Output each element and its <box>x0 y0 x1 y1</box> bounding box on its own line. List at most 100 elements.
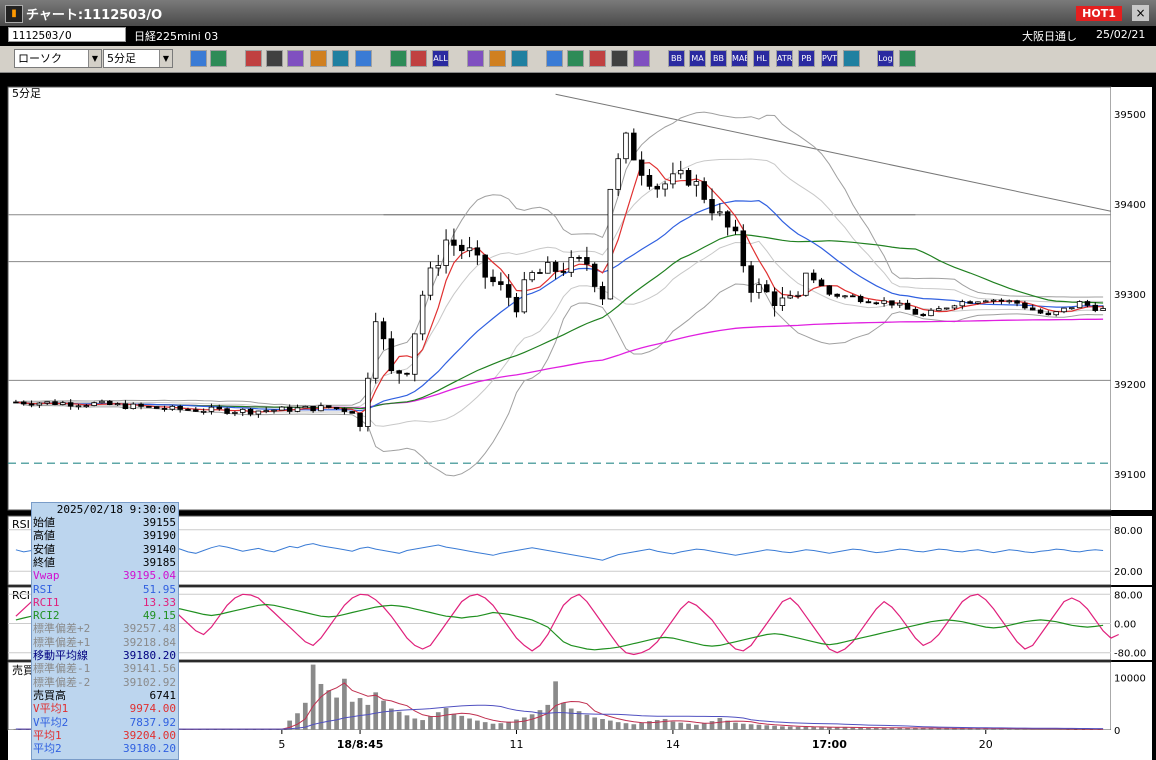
volume-bar <box>764 725 770 730</box>
data-window-row: 標準偏差-2 39102.92 <box>32 676 178 689</box>
candle-body <box>200 410 207 413</box>
close-button[interactable]: × <box>1132 5 1149 21</box>
pvt-icon[interactable]: PVT <box>821 50 838 67</box>
volume-bar <box>459 715 465 730</box>
zoom-icon[interactable] <box>190 50 207 67</box>
candlestick-bar <box>1014 299 1020 307</box>
cursor-icon[interactable] <box>287 50 304 67</box>
layout-icon[interactable] <box>210 50 227 67</box>
candle-body <box>631 132 637 161</box>
export-icon[interactable] <box>589 50 606 67</box>
atr-icon[interactable]: ATR <box>776 50 793 67</box>
log-icon[interactable]: Log <box>877 50 894 67</box>
date-label: 25/02/21 <box>1096 28 1146 41</box>
candlestick-bar <box>889 300 895 309</box>
volume-bar <box>717 717 723 730</box>
list-icon[interactable] <box>332 50 349 67</box>
mae-icon[interactable]: MAE <box>731 50 748 67</box>
candle-body <box>638 159 645 176</box>
candle-body <box>224 408 230 414</box>
color-icon[interactable] <box>511 50 528 67</box>
info-icon[interactable] <box>633 50 650 67</box>
volume-bar <box>866 727 871 730</box>
candle-body <box>607 188 614 300</box>
undo-icon[interactable] <box>310 50 327 67</box>
candle-body <box>193 409 199 412</box>
moving-average-short <box>15 162 1104 415</box>
bb-icon[interactable]: BB <box>668 50 685 67</box>
volume-bar <box>959 728 965 730</box>
import-icon[interactable] <box>546 50 563 67</box>
data-window-row-label: 標準偏差-2 <box>33 675 91 689</box>
candle-body <box>685 170 692 186</box>
price-y-tick-label: 39200 <box>1114 380 1146 391</box>
interval-dropdown[interactable]: 5分足 ▼ <box>103 49 173 68</box>
candlestick-bar <box>779 286 786 311</box>
data-window-row-value: 6741 <box>149 688 177 702</box>
pencil-icon[interactable] <box>245 50 262 67</box>
candle-body <box>1045 312 1052 316</box>
exit-icon[interactable] <box>899 50 916 67</box>
candlestick-bar <box>513 292 520 318</box>
volume-bar <box>545 704 551 730</box>
candle-body <box>239 408 246 413</box>
chevron-down-icon[interactable]: ▼ <box>88 50 101 67</box>
candlestick-bar <box>1061 307 1067 314</box>
candlestick-bar <box>36 402 43 408</box>
chevron-down-icon[interactable]: ▼ <box>159 50 172 67</box>
symbol-bar: 1112503/O 日経225mini 03 大阪日通し 25/02/21 <box>0 26 1156 46</box>
settings-icon[interactable] <box>467 50 484 67</box>
rci2-line <box>15 603 1104 651</box>
volume-bar <box>623 723 629 730</box>
x-tick-label: 14 <box>666 738 680 751</box>
candlestick-bar <box>732 219 739 235</box>
hot1-button[interactable]: HOT1 <box>1076 6 1122 21</box>
candle-body <box>803 272 809 296</box>
volume-bar <box>631 724 637 730</box>
volume-bar <box>662 719 668 730</box>
trash-icon[interactable] <box>355 50 372 67</box>
hl-icon[interactable]: HL <box>753 50 770 67</box>
volume-bar <box>482 722 488 730</box>
candlestick-bar <box>654 183 661 198</box>
candle-body <box>1014 300 1020 304</box>
data-window-row-label: 安値 <box>33 542 55 556</box>
box-icon[interactable] <box>843 50 860 67</box>
volume-bar <box>967 728 973 730</box>
candlestick-bar <box>1006 299 1012 304</box>
candlestick-bar <box>599 281 606 305</box>
data-window-row-value: 39257.48 <box>123 622 176 636</box>
volume-average-2 <box>15 704 1104 730</box>
candlestick-bar <box>693 174 700 197</box>
chart-style-dropdown[interactable]: ローソク ▼ <box>14 49 102 68</box>
edit-icon[interactable] <box>489 50 506 67</box>
data-window-row-label: 移動平均線 <box>33 649 88 662</box>
symbol-code-input[interactable]: 1112503/O <box>8 27 126 42</box>
bb2-icon[interactable]: BB <box>710 50 727 67</box>
data-window-row: 終値 39185 <box>32 556 178 569</box>
candlestick-bar <box>357 412 363 432</box>
candle-toggle-icon[interactable] <box>390 50 407 67</box>
all-icon[interactable]: ALL <box>432 50 449 67</box>
pb-icon[interactable]: PB <box>798 50 815 67</box>
candlestick-bar <box>873 301 880 305</box>
candlestick-bar <box>975 301 981 305</box>
compress-icon[interactable] <box>410 50 427 67</box>
chart-toolbar: ローソク ▼ 5分足 ▼ ALL BB MA BB MAE HL ATR PB PVT Log <box>0 46 1156 73</box>
data-window-row: 始値 39155 <box>32 516 178 529</box>
candlestick-bar <box>631 128 637 161</box>
candlestick-bar <box>122 400 129 410</box>
candlestick-bar <box>865 299 872 304</box>
candlestick-bar <box>482 254 488 289</box>
candle-body <box>99 400 105 404</box>
candlestick-bar <box>75 404 82 410</box>
draw-icon[interactable] <box>266 50 283 67</box>
candlestick-bar <box>114 402 121 406</box>
search-chart-icon[interactable] <box>567 50 584 67</box>
candlestick-bar <box>341 407 348 415</box>
candlestick-bar <box>365 372 371 432</box>
candle-body <box>717 211 723 214</box>
ma-icon[interactable]: MA <box>689 50 706 67</box>
candlestick-bar <box>990 298 997 305</box>
cross-icon[interactable] <box>611 50 628 67</box>
